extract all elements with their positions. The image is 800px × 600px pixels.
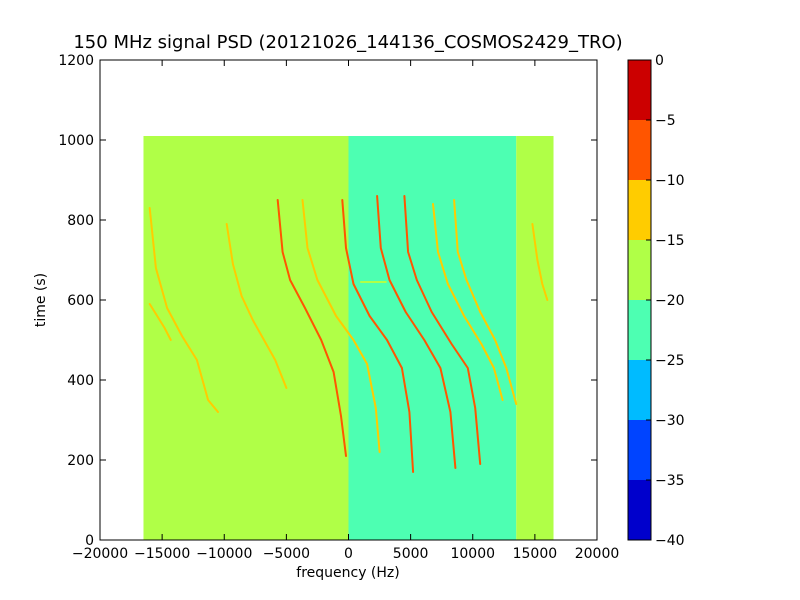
y-tick-label: 1000 xyxy=(58,133,94,149)
colorbar-tick-label: −5 xyxy=(655,113,676,129)
signal-trace-7 xyxy=(403,195,482,465)
colorbar-band xyxy=(628,360,651,420)
colorbar-band xyxy=(628,60,651,120)
signal-trace-0 xyxy=(148,303,172,341)
y-tick-label: 600 xyxy=(67,293,94,309)
signal-trace-9 xyxy=(453,199,518,405)
colorbar-tick-label: 0 xyxy=(655,53,664,69)
y-tick-label: 200 xyxy=(67,453,94,469)
colorbar-band xyxy=(628,120,651,180)
chart-title: 150 MHz signal PSD (20121026_144136_COSM… xyxy=(73,32,622,53)
psd-region-0 xyxy=(143,136,349,540)
signal-trace-2 xyxy=(225,223,288,389)
colorbar-tick-label: −20 xyxy=(655,293,685,309)
y-tick-label: 400 xyxy=(67,373,94,389)
signal-trace-3 xyxy=(276,199,347,457)
y-axis: 0 200 400 600 800 1000 1200 xyxy=(58,53,597,549)
colorbar-tick-label: −40 xyxy=(655,533,685,549)
y-tick-label: 1200 xyxy=(58,53,94,69)
x-tick-label: 15000 xyxy=(513,546,558,562)
x-tick-label: 5000 xyxy=(393,546,429,562)
colorbar-tick-label: −10 xyxy=(655,173,685,189)
y-tick-label: 800 xyxy=(67,213,94,229)
plot-area xyxy=(143,136,554,540)
colorbar-tick-label: −15 xyxy=(655,233,685,249)
x-tick-label: −5000 xyxy=(263,546,310,562)
x-tick-label: −10000 xyxy=(196,546,252,562)
colorbar-band xyxy=(628,480,651,540)
x-tick-label: 20000 xyxy=(575,546,620,562)
colorbar-tick-label: −35 xyxy=(655,473,685,489)
signal-trace-1 xyxy=(148,207,219,413)
signal-trace-8 xyxy=(432,203,504,401)
colorbar-tick-label: −25 xyxy=(655,353,685,369)
signal-trace-4 xyxy=(301,199,381,453)
x-tick-label: −15000 xyxy=(134,546,190,562)
colorbar-band xyxy=(628,240,651,300)
y-axis-label: time (s) xyxy=(33,273,49,327)
signal-trace-5 xyxy=(341,199,415,473)
x-axis-label: frequency (Hz) xyxy=(296,565,399,581)
signal-trace-6 xyxy=(376,195,457,469)
colorbar-band xyxy=(628,420,651,480)
y-tick-label: 0 xyxy=(85,533,94,549)
colorbar-tick-label: −30 xyxy=(655,413,685,429)
x-tick-label: −20000 xyxy=(72,546,128,562)
colorbar: 0 −5 −10 −15 −20 −25 −30 −35 −40 xyxy=(627,53,685,549)
psd-region-1 xyxy=(348,136,517,540)
x-tick-label: 10000 xyxy=(450,546,495,562)
x-tick-label: 0 xyxy=(344,546,353,562)
colorbar-band xyxy=(628,180,651,240)
x-axis: −20000 −15000 −10000 −5000 0 5000 10000 15000 20… xyxy=(72,60,619,562)
colorbar-band xyxy=(628,300,651,360)
signal-trace-10 xyxy=(531,223,549,301)
psd-region-2 xyxy=(516,136,554,540)
